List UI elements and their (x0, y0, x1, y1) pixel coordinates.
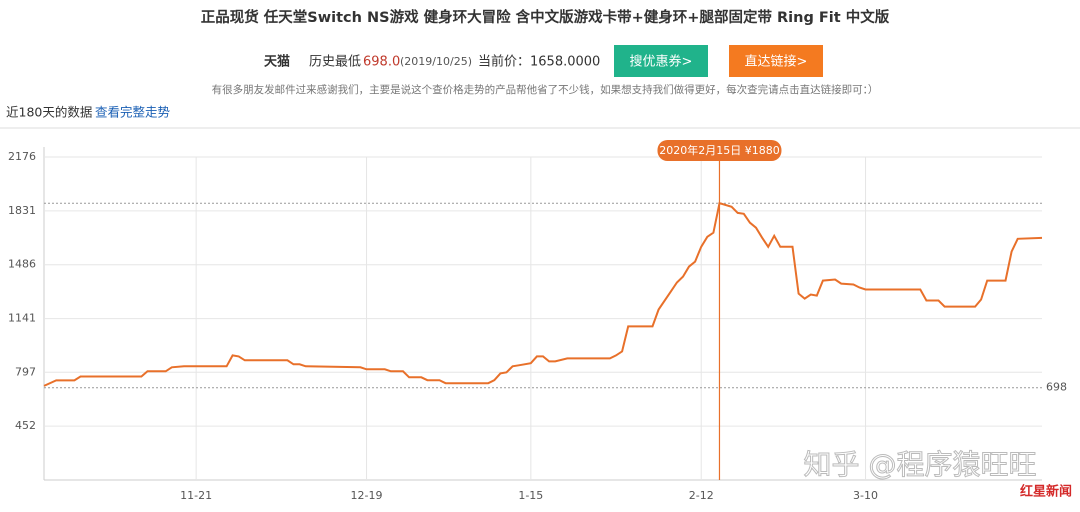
watermark: 红星新闻 (1020, 484, 1072, 500)
min-line-label: 698 (1046, 381, 1067, 394)
current-price: 当前价：1658.0000 (478, 54, 600, 70)
range-link[interactable]: 查看完整走势 (95, 105, 171, 120)
store: 天猫 (264, 54, 290, 70)
plot: 452 797 1141 1486 1831 2176 11-21 12-19 1-15 2-12… (8, 140, 1067, 502)
note: 有很多朋友发邮件过来感谢我们，主要是说这个查价格走势的产品帮他省了不少钱，如果想… (212, 83, 879, 96)
y-tick-label: 2176 (8, 150, 36, 163)
lowest-label: 历史最低 (309, 55, 361, 70)
y-tick-label: 1831 (8, 204, 36, 217)
x-tick-label: 2-12 (689, 489, 714, 502)
y-tick-label: 452 (15, 419, 36, 432)
x-tick-label: 1-15 (518, 489, 543, 502)
lowest-price: 698.0 (363, 55, 400, 70)
product-title: 正品现货 任天堂Switch NS游戏 健身环大冒险 含中文版游戏卡带+健身环+… (201, 8, 890, 26)
link-button[interactable] (729, 45, 823, 77)
annotation-text: 2020年2月15日 ¥1880 (659, 143, 779, 157)
y-tick-label: 1486 (8, 258, 36, 271)
link-button-text[interactable]: 直达链接> (745, 54, 808, 70)
x-tick-label: 3-10 (853, 489, 878, 502)
y-tick-label: 1141 (8, 312, 36, 325)
y-tick-label: 797 (15, 365, 36, 378)
x-tick-label: 12-19 (351, 489, 383, 502)
lowest-date: (2019/10/25) (400, 55, 472, 68)
coupon-button[interactable] (614, 45, 708, 77)
price-line (43, 201, 1043, 387)
watermark: 知乎 @程序猿旺旺 (804, 448, 1037, 481)
x-tick-label: 11-21 (180, 489, 212, 502)
range-label: 近180天的数据 (6, 105, 92, 120)
coupon-button-text[interactable]: 搜优惠券> (630, 54, 693, 70)
annotation-box (657, 140, 782, 161)
